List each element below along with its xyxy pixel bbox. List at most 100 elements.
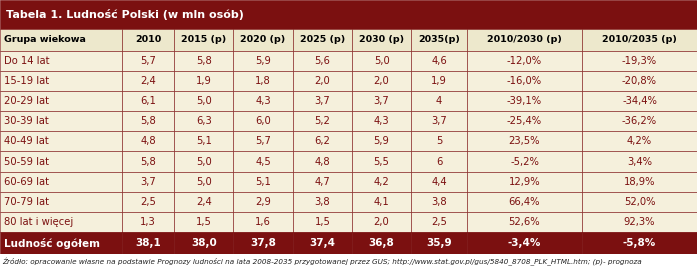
Text: 3,4%: 3,4%	[627, 157, 652, 167]
Bar	[0, 254, 697, 269]
Text: 1,9: 1,9	[196, 76, 212, 86]
Text: 5,0: 5,0	[196, 96, 212, 106]
Text: 5,8: 5,8	[140, 157, 156, 167]
Text: Grupa wiekowa: Grupa wiekowa	[4, 35, 86, 44]
Bar	[411, 212, 467, 232]
Bar	[122, 232, 174, 254]
Bar	[174, 131, 233, 151]
Bar	[0, 51, 122, 71]
Bar	[352, 212, 411, 232]
Text: 5,9: 5,9	[374, 136, 390, 146]
Bar	[293, 172, 352, 192]
Bar	[467, 71, 582, 91]
Bar	[352, 91, 411, 111]
Text: -5,2%: -5,2%	[510, 157, 539, 167]
Bar	[467, 172, 582, 192]
Text: 2010/2030 (p): 2010/2030 (p)	[487, 35, 562, 44]
Text: -36,2%: -36,2%	[622, 116, 657, 126]
Bar	[233, 172, 293, 192]
Bar	[233, 71, 293, 91]
Bar	[352, 51, 411, 71]
Text: 2025 (p): 2025 (p)	[300, 35, 345, 44]
Bar	[174, 71, 233, 91]
Bar	[411, 192, 467, 212]
Bar	[0, 111, 122, 131]
Bar	[293, 192, 352, 212]
Bar	[582, 51, 697, 71]
Bar	[352, 151, 411, 172]
Bar	[467, 212, 582, 232]
Text: 2,0: 2,0	[314, 76, 330, 86]
Bar	[293, 212, 352, 232]
Text: 37,8: 37,8	[250, 238, 276, 248]
Text: 36,8: 36,8	[369, 238, 395, 248]
Bar	[0, 131, 122, 151]
Bar	[174, 91, 233, 111]
Text: 4,3: 4,3	[255, 96, 271, 106]
Bar	[411, 91, 467, 111]
Text: 2010: 2010	[135, 35, 161, 44]
Bar	[0, 212, 122, 232]
Bar	[467, 51, 582, 71]
Text: 5,0: 5,0	[196, 157, 212, 167]
Bar	[233, 91, 293, 111]
Bar	[352, 131, 411, 151]
Text: 3,7: 3,7	[140, 177, 156, 187]
Text: 2,5: 2,5	[431, 217, 447, 227]
Bar	[582, 172, 697, 192]
Text: -5,8%: -5,8%	[623, 238, 656, 248]
Text: 5,7: 5,7	[140, 56, 156, 66]
Bar	[122, 131, 174, 151]
Text: -19,3%: -19,3%	[622, 56, 657, 66]
Text: 38,1: 38,1	[135, 238, 161, 248]
Text: 3,7: 3,7	[431, 116, 447, 126]
Bar	[411, 172, 467, 192]
Bar	[352, 71, 411, 91]
Bar	[582, 192, 697, 212]
Text: 5,1: 5,1	[196, 136, 212, 146]
Text: 4,2%: 4,2%	[627, 136, 652, 146]
Text: 3,7: 3,7	[314, 96, 330, 106]
Text: 2015 (p): 2015 (p)	[181, 35, 227, 44]
Bar	[122, 192, 174, 212]
Text: 38,0: 38,0	[191, 238, 217, 248]
Bar	[411, 51, 467, 71]
Text: 2,0: 2,0	[374, 76, 390, 86]
Text: 4,8: 4,8	[314, 157, 330, 167]
Text: 5,9: 5,9	[255, 56, 271, 66]
Bar	[174, 151, 233, 172]
Text: -20,8%: -20,8%	[622, 76, 657, 86]
Bar	[122, 51, 174, 71]
Text: 5,2: 5,2	[314, 116, 330, 126]
Bar	[0, 0, 697, 29]
Text: 6: 6	[436, 157, 443, 167]
Text: 30-39 lat: 30-39 lat	[4, 116, 49, 126]
Bar	[293, 71, 352, 91]
Bar	[174, 111, 233, 131]
Bar	[122, 29, 174, 51]
Bar	[174, 29, 233, 51]
Bar	[174, 232, 233, 254]
Bar	[352, 29, 411, 51]
Bar	[0, 91, 122, 111]
Bar	[233, 131, 293, 151]
Text: 12,9%: 12,9%	[509, 177, 540, 187]
Bar	[233, 151, 293, 172]
Bar	[293, 131, 352, 151]
Text: 6,0: 6,0	[255, 116, 271, 126]
Bar	[0, 71, 122, 91]
Text: 2,9: 2,9	[255, 197, 271, 207]
Text: 92,3%: 92,3%	[624, 217, 655, 227]
Text: 4,5: 4,5	[255, 157, 271, 167]
Text: 2,0: 2,0	[374, 217, 390, 227]
Bar	[582, 232, 697, 254]
Text: -16,0%: -16,0%	[507, 76, 542, 86]
Text: 1,9: 1,9	[431, 76, 447, 86]
Text: 5,8: 5,8	[196, 56, 212, 66]
Bar	[293, 51, 352, 71]
Text: 52,0%: 52,0%	[624, 197, 655, 207]
Text: 4,3: 4,3	[374, 116, 390, 126]
Bar	[582, 151, 697, 172]
Bar	[293, 111, 352, 131]
Text: Źródło: opracowanie własne na podstawie Prognozy ludności na lata 2008-2035 przy: Źródło: opracowanie własne na podstawie …	[2, 257, 642, 266]
